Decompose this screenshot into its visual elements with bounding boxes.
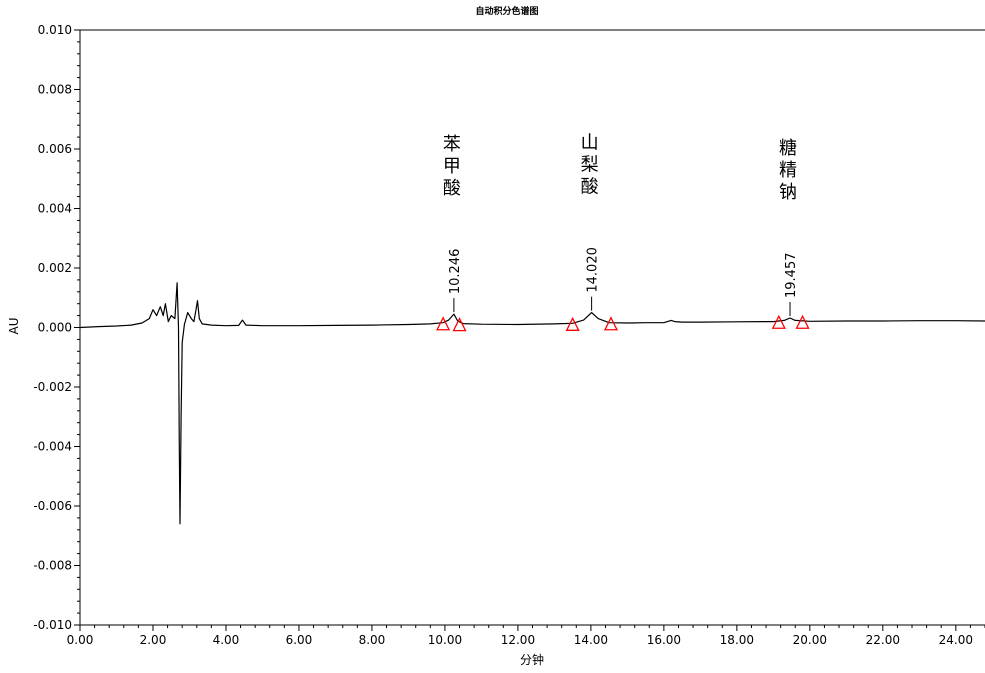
x-tick-label: 0.00	[67, 633, 94, 647]
y-tick-label: 0.008	[38, 83, 72, 97]
integration-marker	[795, 314, 810, 329]
x-tick-label: 18.00	[720, 633, 754, 647]
peak-compound-name: 山	[581, 133, 599, 154]
x-axis-title: 分钟	[520, 652, 544, 667]
x-tick-label: 24.00	[939, 633, 973, 647]
plot-frame	[79, 29, 985, 626]
x-tick-label: 2.00	[140, 633, 167, 647]
x-tick-label: 16.00	[647, 633, 681, 647]
x-tick-label: 8.00	[359, 633, 386, 647]
peak-compound-name: 糖	[779, 138, 797, 159]
integration-marker	[436, 316, 451, 331]
chromatogram-trace	[79, 282, 985, 525]
y-tick-label: -0.010	[33, 618, 72, 632]
peak-compound-name: 甲	[443, 156, 461, 177]
y-tick-label: 0.000	[38, 321, 72, 335]
peak-retention-time: 14.020	[586, 247, 601, 293]
y-tick-label: 0.004	[38, 202, 72, 216]
y-axis: 0.010 0.008 0.006 0.004 0.002 0.000 -0.002 -0.0…	[33, 23, 80, 632]
x-axis: 0.00 2.00 4.00 6.00 8.00 10.00 12.00 14.00 16.00…	[67, 625, 985, 647]
integration-marker	[771, 314, 786, 329]
x-tick-label: 12.00	[501, 633, 535, 647]
y-tick-label: -0.004	[33, 440, 72, 454]
x-tick-label: 14.00	[574, 633, 608, 647]
x-tick-label: 6.00	[286, 633, 313, 647]
series-layer	[79, 282, 985, 525]
y-tick-label: 0.006	[38, 142, 72, 156]
integration-marker	[603, 316, 619, 331]
peak-retention-time: 10.246	[448, 249, 463, 295]
integration-marker	[565, 316, 580, 331]
peak-compound-name: 精	[779, 160, 797, 181]
x-tick-label: 20.00	[793, 633, 827, 647]
integration-marker	[452, 317, 467, 332]
x-tick-label: 22.00	[866, 633, 900, 647]
y-tick-label: 0.010	[38, 23, 72, 37]
peak-compound-name: 苯	[443, 134, 461, 155]
x-tick-label: 10.00	[428, 633, 462, 647]
chart-title: 自动积分色谱图	[475, 5, 538, 17]
y-tick-label: -0.008	[33, 559, 72, 573]
peak-compound-name: 钠	[779, 182, 797, 203]
x-tick-label: 4.00	[213, 633, 240, 647]
peak-compound-name: 酸	[581, 177, 599, 198]
peak-retention-time: 19.457	[784, 252, 799, 298]
peak-compound-name: 梨	[581, 155, 599, 176]
y-tick-label: -0.002	[33, 380, 72, 394]
y-axis-title: AU	[7, 318, 21, 335]
y-tick-label: -0.006	[33, 499, 72, 513]
peak-compound-name: 酸	[443, 178, 461, 199]
y-tick-label: 0.002	[38, 261, 72, 275]
